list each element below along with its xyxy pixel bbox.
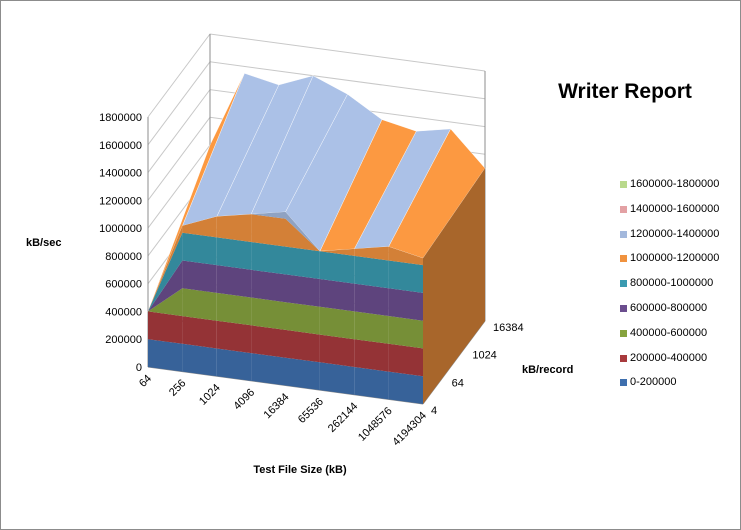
- surface-band: [388, 260, 423, 293]
- z-tick-label: 64: [452, 377, 464, 389]
- surface-band: [285, 218, 320, 252]
- surface-band: [319, 306, 355, 340]
- legend-swatch: [620, 255, 627, 263]
- legend-swatch: [620, 379, 627, 387]
- surface-band: [182, 260, 217, 293]
- surface-side: [423, 168, 485, 404]
- surface-band: [319, 334, 355, 367]
- chart-title: Writer Report: [558, 80, 692, 103]
- surface-band: [354, 246, 389, 261]
- x-tick-label: 1024: [197, 382, 223, 408]
- surface-band: [354, 255, 389, 289]
- y-tick-label: 1200000: [99, 195, 142, 207]
- surface-band: [251, 297, 286, 330]
- surface-band: [148, 225, 183, 312]
- x-tick-label: 16384: [262, 391, 292, 421]
- y-axis-label: kB/sec: [26, 237, 62, 249]
- legend-label: 1200000-1400000: [630, 227, 720, 240]
- surface-band: [388, 316, 423, 349]
- surface-band: [354, 311, 389, 344]
- x-tick-label: 64: [137, 373, 154, 390]
- legend-label: 1000000-1200000: [630, 252, 720, 265]
- legend-swatch: [620, 181, 627, 188]
- surface-band: [182, 316, 217, 349]
- x-tick-label: 4096: [231, 387, 257, 413]
- x-axis-label: Test File Size (kB): [253, 464, 347, 476]
- surface-band: [216, 265, 252, 298]
- surface-band: [148, 288, 183, 317]
- surface-band: [251, 211, 286, 219]
- legend-label: 400000-600000: [630, 326, 708, 339]
- x-tick-label: 1048576: [356, 405, 395, 444]
- z-tick-label: 16384: [493, 322, 524, 334]
- legend-label: 600000-800000: [630, 301, 708, 314]
- surface-band: [148, 311, 183, 344]
- surface-band: [319, 248, 355, 256]
- y-tick-label: 800000: [105, 251, 142, 263]
- z-tick-label: 4: [431, 405, 437, 417]
- surface-band: [251, 242, 286, 275]
- surface-band: [285, 274, 320, 307]
- z-axis-label: kB/record: [522, 364, 574, 376]
- y-tick-label: 0: [136, 362, 142, 374]
- surface-band: [388, 343, 423, 377]
- y-tick-label: 600000: [105, 279, 142, 291]
- legend-label: 800000-1000000: [630, 277, 714, 290]
- surface-band: [251, 214, 286, 247]
- legend-swatch: [620, 304, 627, 312]
- surface-band: [319, 362, 355, 395]
- surface-band: [285, 357, 320, 391]
- surface-band: [182, 232, 217, 266]
- legend-swatch: [620, 205, 627, 213]
- surface-band: [251, 269, 286, 303]
- surface-band: [285, 211, 320, 252]
- surface-band: [148, 339, 183, 372]
- surface-band: [319, 279, 355, 312]
- surface-band: [148, 232, 183, 312]
- legend-label: 200000-400000: [630, 351, 708, 364]
- surface-band: [354, 367, 389, 400]
- x-tick-label: 262144: [326, 400, 360, 434]
- legend-label: 0-200000: [630, 376, 677, 389]
- x-tick-label: 65536: [296, 396, 326, 426]
- surface-band: [216, 320, 252, 354]
- legend-swatch: [620, 354, 627, 362]
- y-tick-label: 1400000: [99, 168, 142, 180]
- surface-band: [216, 237, 252, 270]
- surface-band: [182, 216, 217, 238]
- surface-band: [285, 302, 320, 335]
- y-tick-label: 400000: [105, 306, 142, 318]
- surface-band: [216, 292, 252, 326]
- surface-band: [182, 343, 217, 377]
- surface-band: [251, 353, 286, 386]
- surface-band: [216, 214, 252, 242]
- surface-band: [216, 348, 252, 381]
- y-tick-label: 1800000: [99, 112, 142, 124]
- surface-band: [148, 260, 183, 312]
- legend-swatch: [620, 329, 627, 337]
- surface-band: [388, 371, 423, 404]
- surface-band: [285, 246, 320, 279]
- surface-band: [388, 246, 423, 266]
- surface-band: [251, 325, 286, 358]
- surface-band: [354, 339, 389, 372]
- y-tick-label: 200000: [105, 334, 142, 346]
- legend-swatch: [620, 230, 627, 238]
- surface-band: [182, 288, 217, 321]
- x-tick-label: 4194304: [390, 410, 429, 449]
- y-tick-label: 1600000: [99, 140, 142, 152]
- surface-band: [388, 288, 423, 321]
- surface-band: [319, 251, 355, 284]
- legend-swatch: [620, 280, 627, 288]
- x-tick-label: 256: [167, 377, 188, 398]
- legend-label: 1600000-1800000: [630, 178, 720, 190]
- surface-band: [354, 283, 389, 316]
- y-tick-label: 1000000: [99, 223, 142, 235]
- z-tick-label: 1024: [472, 350, 496, 362]
- surface-band: [285, 329, 320, 363]
- legend-label: 1400000-1600000: [630, 202, 720, 215]
